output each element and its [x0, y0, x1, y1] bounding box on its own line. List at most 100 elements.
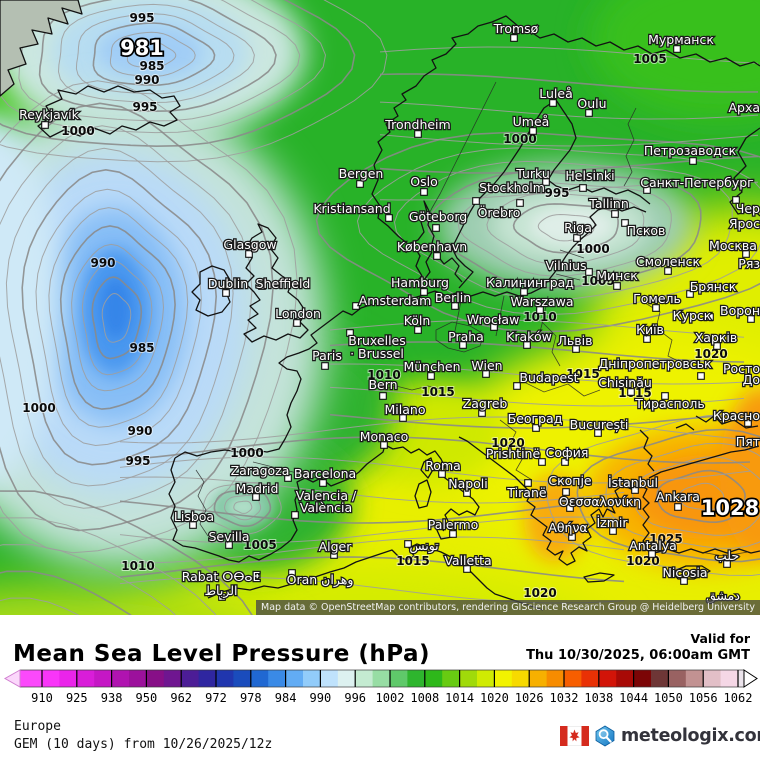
city-label: Київ — [636, 322, 664, 337]
city-label: До — [743, 372, 760, 387]
contour-value-label: 1020 — [523, 586, 556, 600]
coastline — [671, 565, 711, 580]
contour-value-label: 1015 — [618, 386, 651, 400]
city-label: Valencia / — [296, 488, 357, 503]
legend-segment — [20, 670, 43, 687]
city-label: Калининград — [486, 275, 574, 290]
brand-link[interactable]: meteologix.com — [560, 725, 760, 747]
city-marker — [478, 409, 486, 417]
coastline — [547, 99, 651, 205]
legend-left-arrow-icon — [3, 669, 21, 688]
contour-value-label: 1005 — [581, 274, 614, 288]
contour-line — [0, 490, 253, 615]
contour-line — [119, 516, 625, 544]
city-marker — [414, 326, 422, 334]
city-marker — [189, 521, 197, 529]
city-marker — [643, 186, 651, 194]
legend-tick-label: 1002 — [376, 691, 405, 705]
city-label: Madrid — [236, 481, 279, 496]
pressure-blob — [590, 0, 760, 120]
city-label: Скопје — [548, 473, 592, 488]
city-marker — [385, 214, 393, 222]
contour-value-label: 995 — [125, 454, 150, 468]
legend-segment — [129, 670, 147, 687]
contour-line — [119, 456, 751, 484]
city-label: València — [300, 500, 352, 515]
contour-value-label: 1015 — [421, 385, 454, 399]
contour-line — [393, 160, 733, 301]
city-label: Брянск — [690, 279, 737, 294]
city-label: Prishtinë — [486, 446, 541, 461]
contour-line — [576, 428, 760, 563]
pressure-blob — [0, 118, 60, 482]
contour-line — [119, 498, 625, 524]
city-marker — [433, 252, 441, 260]
legend-tick-label: 938 — [101, 691, 123, 705]
country-border — [699, 551, 749, 557]
city-marker — [291, 511, 299, 519]
city-label: حلب — [715, 548, 739, 563]
contour-line — [119, 416, 751, 444]
pressure-center-label: 981 — [120, 36, 164, 60]
country-borders — [195, 81, 749, 557]
city-marker — [356, 180, 364, 188]
city-label: Turku — [515, 166, 550, 181]
legend-tick-label: 1056 — [689, 691, 718, 705]
legend-right-arrow-icon — [743, 669, 758, 688]
country-border — [519, 379, 601, 397]
city-marker — [573, 234, 581, 242]
city-label: København — [397, 239, 467, 254]
legend-tick-label: 1038 — [584, 691, 613, 705]
contour-line — [0, 544, 176, 615]
coastline — [639, 429, 655, 472]
country-border — [623, 107, 637, 187]
contour-line — [59, 225, 176, 410]
city-marker — [330, 551, 338, 559]
city-label: Rabat ⵔⴱⴰⵟ — [182, 569, 261, 584]
city-marker — [566, 504, 574, 512]
legend-segment — [738, 670, 745, 687]
contour-value-label: 1010 — [121, 559, 154, 573]
city-marker — [549, 99, 557, 107]
contour-line — [109, 31, 196, 77]
contour-value-label: 985 — [139, 59, 164, 73]
brand-text: meteologix.com — [621, 726, 760, 746]
coastline — [414, 479, 432, 509]
country-border — [555, 249, 585, 281]
city-label: München — [403, 359, 460, 374]
city-marker — [585, 109, 593, 117]
pressure-center-label: 1028 — [701, 496, 759, 520]
city-label: Bergen — [339, 166, 384, 181]
city-marker — [438, 470, 446, 478]
city-label: Zagreb — [463, 396, 508, 411]
coastline — [729, 127, 760, 217]
contour-line — [379, 73, 759, 93]
legend-segment — [546, 670, 565, 687]
model-run-label: GEM (10 days) from 10/26/2025/12z — [14, 737, 273, 752]
contour-value-label: 995 — [129, 11, 154, 25]
city-label: Tallinn — [588, 196, 629, 211]
city-label: Θεσσαλονίκη — [559, 494, 641, 509]
contour-line — [0, 517, 217, 615]
coastline — [458, 436, 624, 566]
page-title: Mean Sea Level Pressure (hPa) — [13, 641, 430, 667]
city-label: Valletta — [444, 553, 491, 568]
legend-tick-label: 910 — [31, 691, 53, 705]
legend-segment — [407, 670, 426, 687]
greenland-coast — [0, 0, 83, 97]
country-border — [499, 419, 533, 481]
city-marker — [427, 372, 435, 380]
city-marker — [706, 313, 714, 321]
contour-line — [678, 482, 725, 511]
city-marker — [379, 392, 387, 400]
contour-value-label: 1000 — [230, 446, 263, 460]
pressure-blob — [228, 497, 258, 517]
city-label: الرباط — [204, 583, 237, 599]
city-label: Helsinki — [565, 168, 614, 183]
city-label: Paris — [312, 348, 342, 363]
contour-value-label: 1005 — [243, 538, 276, 552]
contour-line — [0, 0, 388, 163]
coastline — [168, 457, 352, 563]
legend-segment — [76, 670, 95, 687]
city-marker — [713, 342, 721, 350]
